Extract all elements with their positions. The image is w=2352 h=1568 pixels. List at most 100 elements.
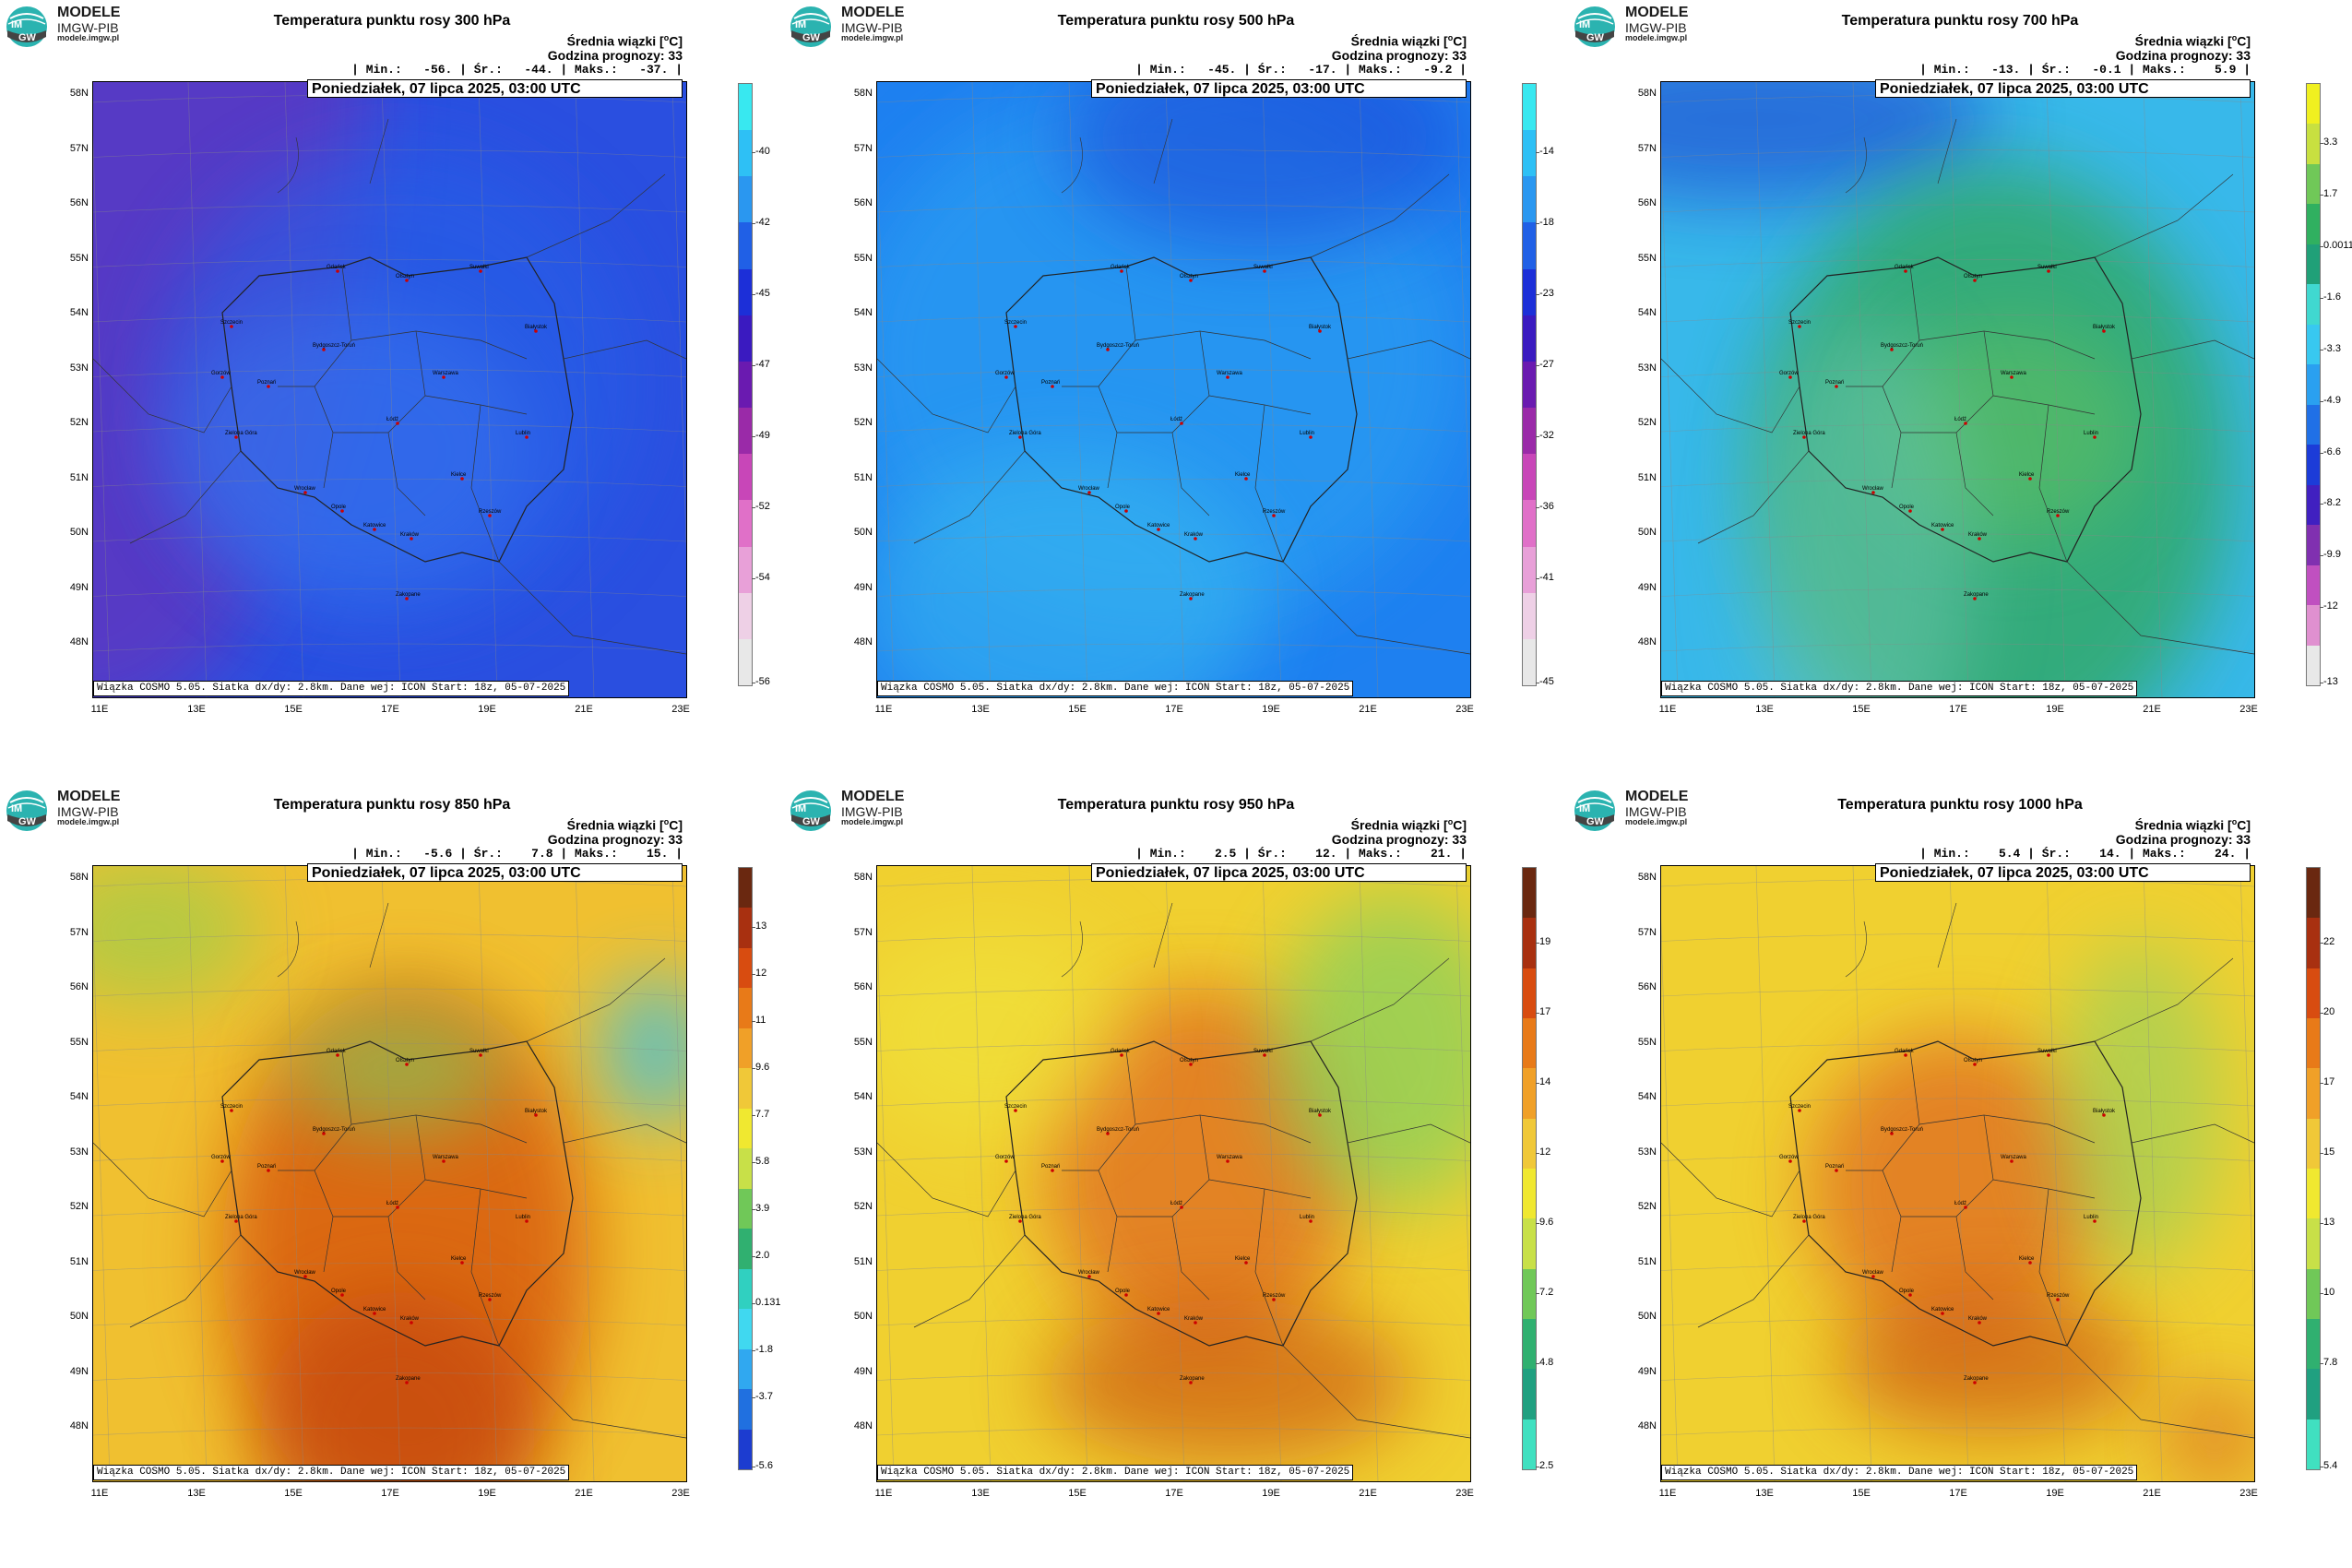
brand-org: IMGW-PIB — [57, 803, 119, 819]
colorbar-label: 9.6 — [1539, 1216, 1554, 1228]
forecast-hour: Godzina prognozy: 33 — [1331, 831, 1467, 847]
colorbar-segment — [739, 315, 752, 362]
city-label: Gorzów — [1779, 371, 1799, 376]
city-label: Lublin — [2084, 1215, 2098, 1220]
svg-text:IM: IM — [795, 803, 806, 814]
colorbar-segment — [1523, 1369, 1536, 1420]
city-label: Wrocław — [294, 486, 316, 492]
lat-label: 52N — [1637, 1201, 1657, 1212]
colorbar-segment — [739, 130, 752, 177]
colorbar-tick — [2320, 297, 2323, 299]
colorbar-segment — [1523, 408, 1536, 455]
lon-label: 19E — [1262, 704, 1280, 715]
colorbar-segment — [1523, 500, 1536, 548]
min-mean-max: | Min.: -45. | Śr.: -17. | Maks.: -9.2 | — [1135, 62, 1467, 77]
brand-org: IMGW-PIB — [841, 19, 903, 35]
colorbar-label: 9.6 — [755, 1062, 770, 1074]
colorbar-segment — [1523, 592, 1536, 640]
lat-label: 51N — [69, 471, 89, 483]
lat-label: 53N — [69, 1146, 89, 1158]
colorbar-label: -27 — [1539, 358, 1554, 370]
colorbar-tick — [2320, 1012, 2323, 1014]
colorbar — [2306, 83, 2321, 686]
colorbar-tick — [2320, 555, 2323, 557]
brand: MODELE IMGW-PIB modele.imgw.pl — [57, 789, 120, 827]
forecast-hour: Godzina prognozy: 33 — [2115, 47, 2251, 63]
colorbar-segment — [739, 1068, 752, 1110]
city-label: Katowice — [363, 1307, 386, 1313]
colorbar-tick — [752, 1068, 755, 1070]
imgw-logo-icon: IM GW — [6, 790, 47, 831]
lon-label: 17E — [1165, 704, 1183, 715]
city-label: Gdańsk — [1895, 1049, 1915, 1054]
lon-label: 17E — [381, 704, 399, 715]
lon-label: 15E — [284, 1488, 303, 1499]
colorbar-label: 20 — [2323, 1005, 2335, 1017]
lon-label: 15E — [1852, 1488, 1871, 1499]
lat-label: 56N — [1637, 197, 1657, 208]
colorbar-tick — [752, 1303, 755, 1305]
colorbar-segment — [2307, 525, 2320, 566]
map-area: Szczecin Gdańsk Olsztyn Suwałki Białystok Byd… — [92, 865, 687, 1482]
lon-label: 13E — [187, 1488, 206, 1499]
lat-label: 50N — [853, 527, 873, 538]
colorbar-segment — [1523, 1169, 1536, 1219]
min-mean-max: | Min.: -5.6 | Śr.: 7.8 | Maks.: 15. | — [351, 846, 683, 861]
svg-text:GW: GW — [18, 32, 37, 43]
colorbar-label: -4.9 — [2323, 394, 2341, 406]
city-label: Opole — [1899, 1289, 1915, 1294]
brand: MODELE IMGW-PIB modele.imgw.pl — [57, 5, 120, 43]
lat-label: 49N — [69, 1365, 89, 1377]
lat-label: 57N — [1637, 142, 1657, 154]
colorbar-label: -8.2 — [2323, 497, 2341, 509]
colorbar-label: -3.7 — [755, 1391, 773, 1403]
colorbar-label: 12 — [1539, 1146, 1551, 1158]
map-title: Temperatura punktu rosy 500 hPa — [1057, 13, 1295, 29]
colorbar-segment — [739, 592, 752, 640]
lat-label: 51N — [69, 1255, 89, 1267]
lat-label: 52N — [1637, 417, 1657, 428]
city-label: Kraków — [1968, 532, 1988, 538]
lat-label: 57N — [853, 142, 873, 154]
colorbar-segment — [2307, 918, 2320, 969]
lon-label: 13E — [187, 704, 206, 715]
colorbar-label: -3.3 — [2323, 342, 2341, 354]
colorbar-tick — [2320, 143, 2323, 145]
colorbar-tick — [752, 1256, 755, 1258]
colorbar-label: 1.7 — [2323, 188, 2338, 200]
city-label: Katowice — [1147, 523, 1170, 529]
city-label: Gorzów — [211, 1155, 231, 1160]
map-panel: IM GW MODELE IMGW-PIB modele.imgw.pl Tem… — [0, 0, 784, 784]
city-label: Zakopane — [1180, 1376, 1205, 1382]
colorbar-label: 22 — [2323, 935, 2335, 947]
brand: MODELE IMGW-PIB modele.imgw.pl — [1625, 789, 1688, 827]
stat-title: Średnia wiązki [oC] — [1350, 817, 1467, 833]
colorbar-segment — [1523, 268, 1536, 316]
colorbar-tick — [1536, 294, 1539, 296]
lon-label: 23E — [1455, 1488, 1474, 1499]
colorbar-label: 5.4 — [2323, 1460, 2338, 1471]
forecast-hour: Godzina prognozy: 33 — [547, 47, 683, 63]
lon-label: 19E — [478, 704, 496, 715]
city-label: Kielce — [1235, 472, 1251, 478]
city-label: Gdańsk — [327, 265, 347, 270]
imgw-logo-icon: IM GW — [1574, 790, 1615, 831]
imgw-logo-icon: IM GW — [790, 6, 831, 47]
lon-label: 13E — [1755, 1488, 1774, 1499]
colorbar-label: 15 — [2323, 1146, 2335, 1158]
lon-label: 21E — [575, 704, 593, 715]
colorbar-tick — [752, 1021, 755, 1023]
lat-label: 53N — [1637, 1146, 1657, 1158]
colorbar-tick — [752, 152, 755, 154]
colorbar-tick — [752, 927, 755, 929]
city-label: Kielce — [2019, 472, 2035, 478]
brand-url: modele.imgw.pl — [841, 817, 904, 827]
colorbar-segment — [739, 500, 752, 548]
map-title: Temperatura punktu rosy 300 hPa — [273, 13, 511, 29]
model-footnote: Wiązka COSMO 5.05. Siatka dx/dy: 2.8km. … — [877, 1465, 1354, 1480]
colorbar-label: -42 — [755, 217, 770, 229]
colorbar-label: -1.8 — [755, 1344, 773, 1356]
city-label: Lublin — [2084, 431, 2098, 436]
city-label: Poznań — [1041, 1164, 1060, 1170]
colorbar-label: 17 — [1539, 1005, 1551, 1017]
